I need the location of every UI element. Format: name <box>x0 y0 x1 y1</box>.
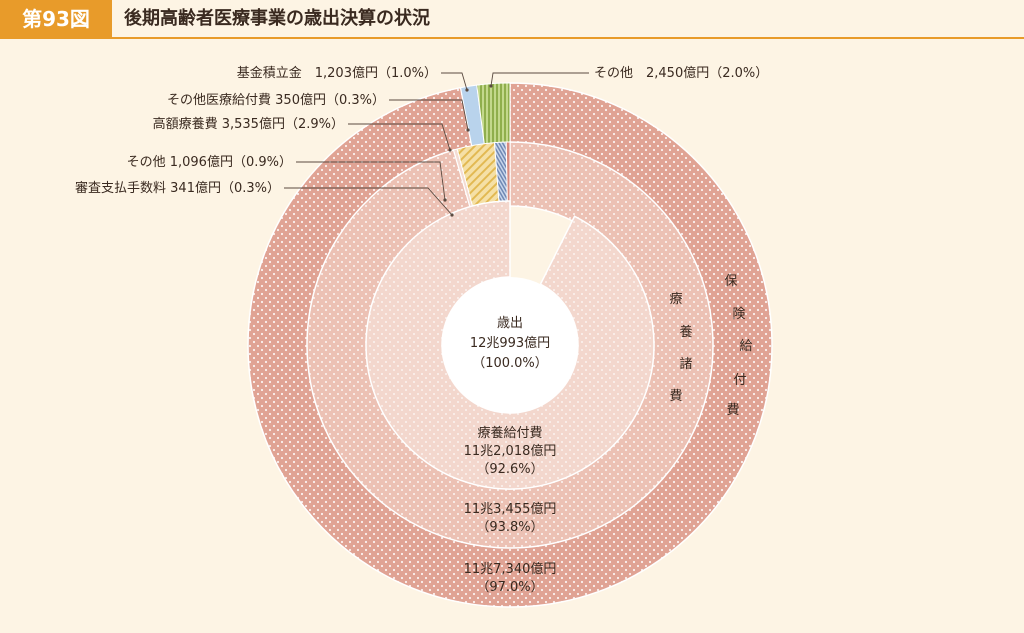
callout-leader-line <box>348 123 451 151</box>
middle-ring-label-1: 11兆3,455億円 <box>464 501 557 517</box>
outer-ring-title-char: 給 <box>739 339 752 354</box>
slice-middle-4 <box>505 141 511 207</box>
center-label-1: 歳出 <box>497 316 523 331</box>
callout-leader-line <box>389 99 469 131</box>
figure-title: 後期高齢者医療事業の歳出決算の状況 <box>124 8 430 29</box>
inner-ring-label-3: （92.6%） <box>476 462 543 477</box>
callout-leader-dot <box>465 88 469 92</box>
figure-header: 第93図 後期高齢者医療事業の歳出決算の状況 <box>0 0 1024 39</box>
callout-leaders <box>284 72 589 217</box>
callout-label: 審査支払手数料 341億円（0.3%） <box>75 180 280 196</box>
center-label-2: 12兆993億円 <box>470 335 550 351</box>
outer-ring-label-1: 11兆7,340億円 <box>464 561 557 577</box>
center-label-3: （100.0%） <box>472 356 548 371</box>
middle-ring-title-char: 療 <box>669 292 682 307</box>
callout-label: その他 2,450億円（2.0%） <box>594 65 768 81</box>
middle-ring-title-char: 養 <box>679 324 692 340</box>
chart-rings <box>247 82 773 608</box>
callout-leader-dot <box>450 213 454 217</box>
outer-ring-title-char: 費 <box>726 403 739 418</box>
callout-leader-dot <box>448 148 452 152</box>
header-rule <box>0 37 1024 39</box>
outer-ring-title-char: 付 <box>733 373 746 388</box>
chart-labels: 歳出12兆993億円（100.0%）療養給付費11兆2,018億円（92.6%）… <box>75 65 768 595</box>
callout-leader-line <box>296 161 446 201</box>
middle-ring-title-char: 費 <box>669 389 682 404</box>
outer-ring-title-char: 険 <box>732 307 745 322</box>
callout-leader-line <box>490 72 589 87</box>
callout-leader-line <box>284 187 453 216</box>
callout-label: 基金積立金 1,203億円（1.0%） <box>237 65 437 81</box>
callout-leader-dot <box>443 198 447 202</box>
figure-number-badge: 第93図 <box>0 0 112 38</box>
callout-label: 高額療養費 3,535億円（2.9%） <box>153 116 344 132</box>
middle-ring-title-char: 諸 <box>679 356 692 372</box>
inner-ring-label-1: 療養給付費 <box>477 425 542 441</box>
callout-leader-dot <box>489 84 493 88</box>
outer-ring-label-2: （97.0%） <box>476 580 543 595</box>
callout-leader-dot <box>466 128 470 132</box>
center-hole <box>442 277 578 413</box>
callout-label: その他 1,096億円（0.9%） <box>127 154 292 170</box>
callout-leader-line <box>441 72 468 91</box>
inner-ring-label-2: 11兆2,018億円 <box>464 443 557 459</box>
middle-ring-label-2: （93.8%） <box>476 520 543 535</box>
callout-label: その他医療給付費 350億円（0.3%） <box>167 92 385 108</box>
outer-ring-title-char: 保 <box>724 274 737 289</box>
